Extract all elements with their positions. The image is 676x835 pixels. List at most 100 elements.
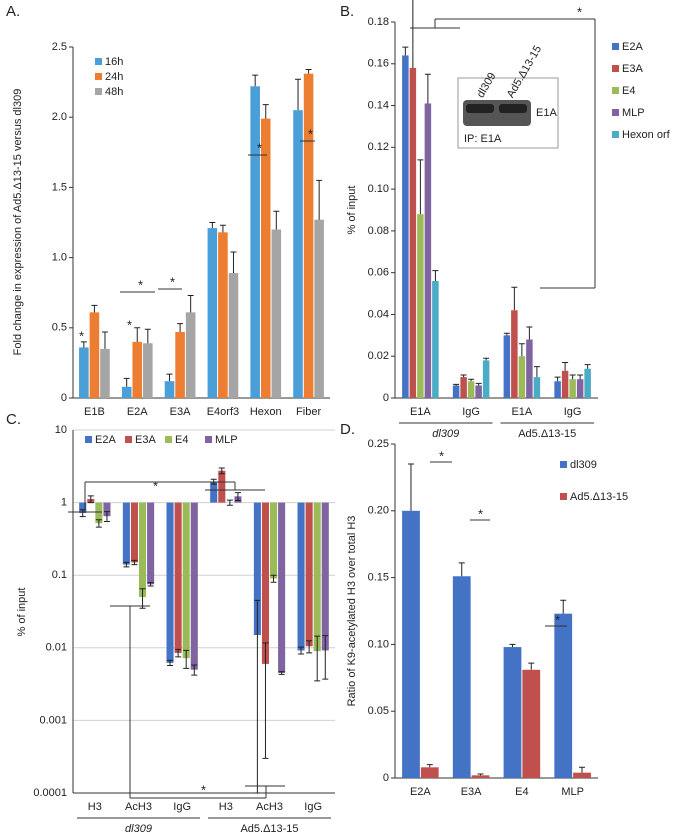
bar	[147, 502, 155, 585]
group-label: dl309	[432, 428, 459, 440]
bar	[278, 502, 286, 673]
bar	[253, 502, 261, 636]
error-bar	[407, 463, 414, 511]
error-bar	[123, 561, 130, 568]
bar	[293, 110, 303, 399]
bar	[132, 341, 143, 398]
error-bar	[402, 46, 409, 56]
bar	[130, 502, 138, 563]
bar	[402, 55, 409, 399]
x-tick-label: E1B	[84, 406, 105, 418]
bar	[182, 502, 190, 659]
bar	[210, 481, 218, 503]
y-tick-label: 1	[61, 497, 67, 509]
error-bar	[101, 331, 108, 349]
error-bar	[460, 374, 467, 378]
y-tick-label: 0.5	[52, 322, 67, 334]
bar	[460, 377, 467, 398]
bar	[569, 379, 576, 398]
bar	[573, 772, 591, 778]
y-tick-label: 0.001	[39, 714, 67, 726]
error-bar	[316, 179, 323, 220]
error-bar	[584, 364, 591, 369]
x-tick-label: Hexon	[250, 406, 282, 418]
error-bar	[103, 511, 110, 522]
error-bar	[554, 376, 561, 382]
y-axis-label: Fold change in expression of Ad5.Δ13-15 …	[12, 89, 24, 356]
bar	[526, 339, 533, 398]
x-tick-label: E1A	[410, 406, 431, 418]
legend-swatch	[612, 87, 619, 94]
error-bar	[477, 773, 484, 776]
error-bar	[503, 332, 510, 336]
error-bar	[139, 588, 146, 609]
bar	[321, 502, 329, 651]
bar	[250, 86, 260, 398]
bar	[475, 385, 482, 398]
error-bar	[95, 519, 102, 528]
bar	[452, 385, 460, 398]
error-bar	[569, 374, 576, 380]
y-axis-label: % of input	[16, 588, 28, 637]
significance-mark: *	[257, 140, 262, 155]
significance-mark: *	[138, 277, 143, 292]
x-tick-label: E4	[515, 786, 528, 798]
bar	[313, 502, 321, 652]
bar	[554, 613, 573, 778]
error-bar	[426, 764, 433, 768]
error-bar	[475, 382, 482, 386]
bar	[121, 386, 132, 398]
bar	[100, 348, 110, 398]
bar	[503, 335, 511, 398]
bar	[271, 229, 282, 398]
error-bar	[577, 374, 584, 380]
group-label: Ad5.Δ13-15	[518, 428, 576, 440]
bar	[424, 103, 432, 398]
bar	[79, 502, 87, 513]
error-bar	[187, 295, 194, 313]
bar	[522, 669, 541, 778]
bar	[584, 368, 591, 398]
group-label: dl309	[125, 823, 152, 835]
legend-swatch	[612, 131, 619, 138]
x-tick-label: AcH3	[125, 801, 152, 813]
y-tick-label: 0.02	[368, 350, 389, 362]
bar	[190, 502, 198, 670]
y-tick-label: 0.10	[368, 638, 389, 650]
x-tick-label: E1A	[511, 406, 532, 418]
x-tick-label: E4orf3	[207, 406, 239, 418]
error-bar	[298, 646, 305, 655]
bar	[503, 647, 522, 778]
y-tick-label: 0	[61, 392, 67, 404]
bar	[561, 370, 569, 398]
y-tick-label: 2.0	[52, 111, 67, 123]
y-tick-label: 0.10	[368, 183, 389, 195]
legend-swatch	[612, 43, 619, 50]
panel-label: A.	[6, 3, 20, 20]
bar	[95, 502, 103, 524]
legend-swatch	[85, 436, 92, 443]
significance-mark: *	[127, 317, 132, 332]
error-bar	[453, 383, 460, 386]
legend-label: E2A	[622, 41, 643, 53]
y-tick-label: 0.14	[368, 99, 389, 111]
legend-swatch	[612, 65, 619, 72]
bar	[261, 502, 269, 664]
significance-mark: *	[439, 448, 444, 463]
x-tick-label: Fiber	[296, 406, 321, 418]
bar	[218, 232, 228, 398]
error-bar	[183, 649, 190, 669]
bar	[576, 379, 584, 398]
error-bar	[147, 582, 154, 587]
error-bar	[262, 104, 269, 119]
x-tick-label: IgG	[173, 801, 191, 813]
x-tick-label: IgG	[564, 406, 582, 418]
error-bar	[562, 361, 569, 371]
error-bar	[177, 323, 184, 333]
error-bar	[226, 499, 233, 506]
bar	[511, 310, 518, 398]
error-bar	[518, 343, 525, 357]
error-bar	[314, 635, 321, 682]
y-tick-label: 0	[383, 772, 389, 784]
